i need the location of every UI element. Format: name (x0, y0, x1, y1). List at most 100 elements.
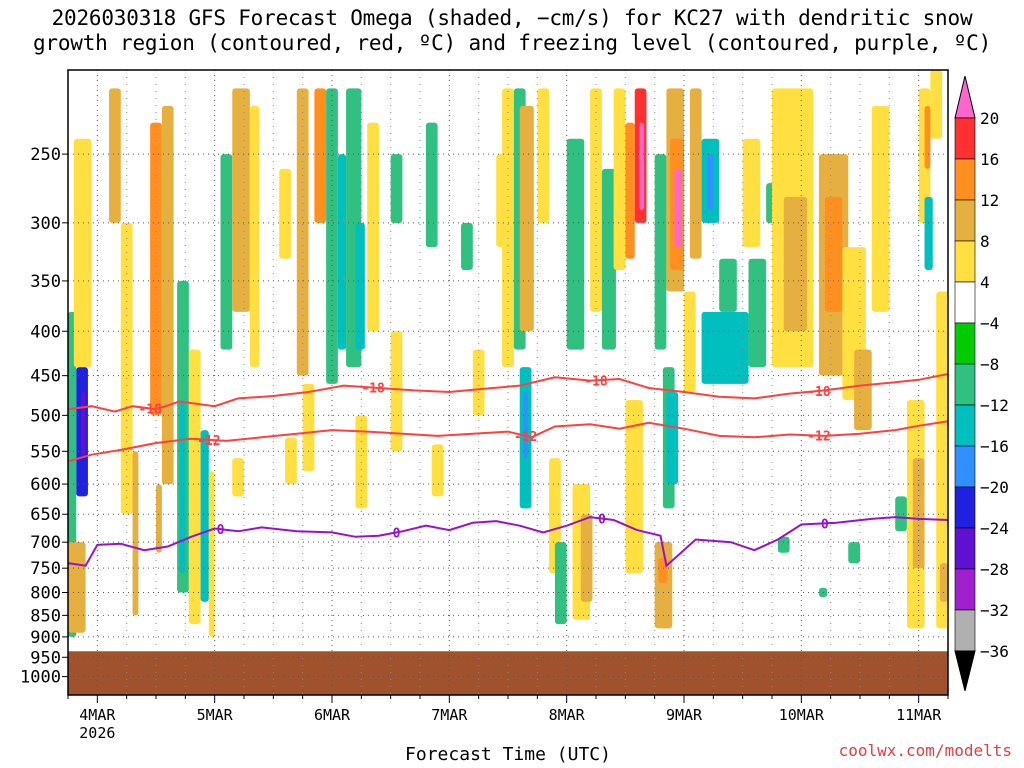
colorbar-segment (954, 158, 976, 201)
omega-cell (179, 399, 186, 574)
y-tick-label: 700 (30, 533, 61, 553)
omega-cell (302, 383, 315, 472)
contour-dendritic_lower: -12 -12 -12 (67, 420, 949, 463)
colorbar-segment (954, 199, 976, 242)
contour-label: -18 (584, 374, 608, 389)
colorbar-label: 8 (980, 232, 990, 251)
omega-cell (188, 349, 201, 625)
contour-line (67, 373, 949, 413)
colorbar-label: −8 (980, 355, 999, 374)
omega-cell (109, 88, 121, 223)
contour-label: 0 (393, 526, 401, 541)
omega-cell (314, 88, 327, 223)
x-tick-label: 10MAR (779, 706, 825, 724)
omega-cell (355, 222, 365, 350)
omega-cell (150, 122, 162, 416)
omega-cell (666, 392, 679, 485)
omega-cell (625, 122, 635, 259)
colorbar-segment (954, 568, 976, 611)
colorbar-segment (954, 609, 976, 652)
colorbar-bottom-arrow (954, 650, 976, 692)
omega-cell (580, 514, 593, 602)
omega-cell (425, 122, 438, 248)
omega-cell (674, 168, 682, 248)
omega-cell (390, 331, 403, 452)
colorbar-label: −4 (980, 314, 999, 333)
y-axis-pressure: 2503003504004505005506006507007508008509… (20, 145, 68, 688)
chart-title-line1: 2026030318 GFS Forecast Omega (shaded, −… (51, 6, 973, 30)
x-tick-label: 8MAR (549, 706, 586, 724)
omega-cell (73, 138, 92, 368)
colorbar: 20 16 12 8 4 −4 −8 −12 −16 −20 −24 −28 −32 −36 (954, 75, 1009, 692)
omega-cell (337, 154, 347, 350)
y-tick-label: 950 (30, 648, 61, 668)
colorbar-segment (954, 527, 976, 570)
colorbar-label: 16 (980, 150, 999, 169)
colorbar-label: −24 (980, 519, 1009, 538)
y-tick-label: 500 (30, 406, 61, 426)
contour-label: -12 (197, 434, 220, 449)
omega-cell (367, 122, 379, 332)
colorbar-segment (954, 281, 976, 324)
colorbar-segment (954, 486, 976, 529)
contour-label: 0 (598, 513, 606, 528)
contour-line (67, 420, 949, 463)
colorbar-label: −32 (980, 601, 1009, 620)
colorbar-label: 12 (980, 191, 999, 210)
omega-cell (701, 311, 749, 384)
contour-label: -12 (514, 430, 537, 445)
omega-cell (639, 122, 645, 211)
contour-label: 0 (821, 517, 829, 532)
contour-freezing_level: 0 0 0 0 (67, 513, 949, 568)
credit-link[interactable]: coolwx.com/modelts (838, 741, 1012, 760)
y-tick-label: 600 (30, 475, 61, 495)
omega-cell (924, 105, 931, 169)
omega-cell (895, 496, 907, 532)
colorbar-segment (954, 445, 976, 488)
omega-cell (208, 471, 215, 637)
ground-surface (68, 651, 948, 695)
omega-cell (461, 222, 473, 270)
omega-cell (68, 542, 86, 633)
omega-cell (748, 258, 767, 368)
x-axis-label: Forecast Time (UTC) (405, 744, 611, 765)
omega-cell (566, 138, 585, 350)
omega-cell (930, 70, 943, 139)
omega-cell (232, 88, 250, 312)
colorbar-label: −28 (980, 560, 1009, 579)
plot-area: -18 -18 -18 -18 -12 -12 -12 0 0 0 0 (67, 69, 949, 696)
colorbar-label: −20 (980, 478, 1009, 497)
y-tick-label: 900 (30, 628, 61, 648)
chart-title-line2: growth region (contoured, red, ºC) and f… (32, 31, 992, 55)
omega-cell (824, 196, 843, 312)
omega-cell (689, 88, 702, 259)
omega-cell (719, 258, 737, 312)
omega-cell (355, 415, 368, 509)
omega-cell (554, 542, 567, 625)
omega-cell (285, 437, 297, 485)
colorbar-top-arrow (954, 75, 976, 119)
colorbar-segment (954, 322, 976, 365)
colorbar-label: −16 (980, 437, 1009, 456)
contour-line (67, 516, 949, 568)
colorbar-label: 4 (980, 273, 990, 292)
omega-cell (613, 88, 626, 270)
y-tick-label: 350 (30, 272, 61, 292)
chart-title: 2026030318 GFS Forecast Omega (shaded, −… (0, 6, 1024, 56)
y-tick-label: 450 (30, 367, 61, 387)
contour-label: 0 (217, 523, 225, 538)
omega-cell (848, 542, 860, 564)
omega-cell (220, 154, 233, 350)
omega-cell (249, 105, 260, 368)
omega-cell (590, 88, 602, 312)
colorbar-label: −36 (980, 642, 1009, 661)
x-tick-label: 9MAR (666, 706, 703, 724)
omega-cell (939, 563, 948, 602)
omega-cell (783, 196, 808, 332)
x-tick-label: 6MAR (314, 706, 351, 724)
x-tick-sublabel: 2026 (79, 724, 115, 742)
y-tick-label: 1000 (20, 668, 61, 688)
colorbar-segment (954, 404, 976, 447)
